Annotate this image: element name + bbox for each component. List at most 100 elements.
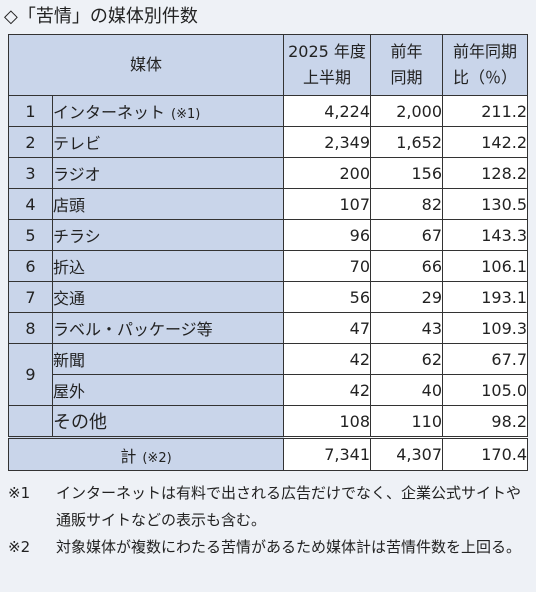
header-previous-period-line2: 同期 [390,68,423,87]
row-media-name: その他 [51,405,285,438]
row-previous-period: 62 [370,343,444,375]
footnote-1-mark: ※1 [8,484,31,502]
table-row: 8 ラベル・パッケージ等 47 43 109.3 [8,312,529,344]
row-number: 4 [8,188,53,220]
row-current-half: 200 [283,157,372,189]
row-media-name: チラシ [51,219,285,251]
row-media-label: ラジオ [53,165,101,184]
row-ratio: 142.2 [442,126,529,158]
row-media-name: 店頭 [51,188,285,220]
row-media-name: テレビ [51,126,285,158]
header-ratio: 前年同期 比（％） [442,34,529,96]
row-number: 9 [8,343,53,406]
row-media-label: チラシ [53,227,101,246]
row-ratio: 130.5 [442,188,529,220]
row-current-half: 42 [283,374,372,406]
row-previous-period: 29 [370,281,444,313]
footnotes: ※1 インターネットは有料で出される広告だけでなく、企業公式サイトや通販サイトな… [8,480,532,561]
row-ratio: 211.2 [442,95,529,127]
row-current-half: 4,224 [283,95,372,127]
row-number: 7 [8,281,53,313]
row-media-label: テレビ [53,134,102,153]
page-title: ◇「苦情」の媒体別件数 [4,6,198,27]
total-label-cell: 計 (※2) [7,436,285,471]
row-current-half: 56 [283,281,372,313]
row-number: 1 [8,95,53,127]
row-ratio: 105.0 [442,374,529,406]
row-current-half: 47 [283,312,372,344]
row-ratio: 143.3 [442,219,529,251]
row-previous-period: 110 [370,405,444,438]
row-previous-period: 43 [370,312,444,344]
table-row: 1 インターネット (※1) 4,224 2,000 211.2 [8,95,529,127]
total-ratio: 170.4 [442,436,529,471]
row-ratio: 193.1 [442,281,529,313]
header-current-half: 2025 年度 上半期 [283,34,372,96]
row-ratio: 67.7 [442,343,529,375]
row-media-label: 屋外 [53,382,86,401]
row-media-name: ラジオ [51,157,285,189]
row-media-name: インターネット (※1) [51,95,285,127]
row-previous-period: 66 [370,250,444,282]
row-ratio: 106.1 [442,250,529,282]
table-row: 9 新聞 42 62 67.7 [8,343,529,406]
total-current-half: 7,341 [283,436,372,471]
table-header-row: 媒体 2025 年度 上半期 前年 同期 前年同期 比（％） [7,34,529,96]
row-media-name: 屋外 [51,374,285,406]
row-media-name: ラベル・パッケージ等 [51,312,285,344]
header-media: 媒体 [7,34,285,96]
footnote-2-text: 対象媒体が複数にわたる苦情があるため媒体計は苦情件数を上回る。 [56,538,522,556]
row-ratio: 128.2 [442,157,529,189]
row-previous-period: 67 [370,219,444,251]
row-current-half: 96 [283,219,372,251]
row-previous-period: 1,652 [370,126,444,158]
row-number [8,405,53,438]
table-row: その他 108 110 98.2 [8,405,529,438]
total-label: 計 [120,446,137,466]
row-number: 2 [8,126,53,158]
row-media-name: 新聞 [51,343,285,375]
row-number: 3 [8,157,53,189]
row-number: 5 [8,219,53,251]
total-previous-period: 4,307 [370,436,444,471]
table-row: 5 チラシ 96 67 143.3 [8,219,529,251]
row-previous-period: 40 [370,374,444,406]
row-previous-period: 82 [370,188,444,220]
row-current-half: 107 [283,188,372,220]
table-row: 4 店頭 107 82 130.5 [8,188,529,220]
header-current-half-line2: 上半期 [303,68,352,87]
row-previous-period: 2,000 [370,95,444,127]
header-ratio-line1: 前年同期 [453,42,518,61]
header-previous-period: 前年 同期 [370,34,444,96]
row-media-label: 交通 [53,289,86,308]
row-ratio: 98.2 [442,405,529,438]
row-current-half: 2,349 [283,126,372,158]
header-previous-period-line1: 前年 [390,42,423,61]
footnote-2: ※2 対象媒体が複数にわたる苦情があるため媒体計は苦情件数を上回る。 [8,534,532,561]
row-previous-period: 156 [370,157,444,189]
row-media-label: 折込 [53,258,86,277]
header-current-half-line1: 2025 年度 [288,42,366,61]
table-row: 屋外 42 40 105.0 [9,374,529,406]
footnote-1: ※1 インターネットは有料で出される広告だけでなく、企業公式サイトや通販サイトな… [8,480,532,534]
row-media-name: 交通 [51,281,285,313]
footnote-2-mark: ※2 [8,538,31,556]
row-ratio: 109.3 [442,312,529,344]
table-row: 2 テレビ 2,349 1,652 142.2 [8,126,529,158]
table-row: 3 ラジオ 200 156 128.2 [8,157,529,189]
row-current-half: 70 [283,250,372,282]
row-media-label: 店頭 [53,196,86,215]
row-note-mark: (※1) [171,107,201,122]
total-note-mark: (※2) [142,450,172,466]
row-media-label: インターネット [53,103,166,122]
footnote-1-text: インターネットは有料で出される広告だけでなく、企業公式サイトや通販サイトなどの表… [56,484,522,529]
header-ratio-line2: 比（％） [453,68,518,87]
table-row: 6 折込 70 66 106.1 [8,250,529,282]
row-number: 6 [8,250,53,282]
row-media-name: 折込 [51,250,285,282]
row-number: 8 [8,312,53,344]
row-media-label: ラベル・パッケージ等 [53,320,213,339]
row-media-label: 新聞 [53,351,86,370]
total-row: 計 (※2) 7,341 4,307 170.4 [7,436,529,471]
media-complaints-table: 媒体 2025 年度 上半期 前年 同期 前年同期 比（％） 1 インターネット (… [7,34,529,471]
